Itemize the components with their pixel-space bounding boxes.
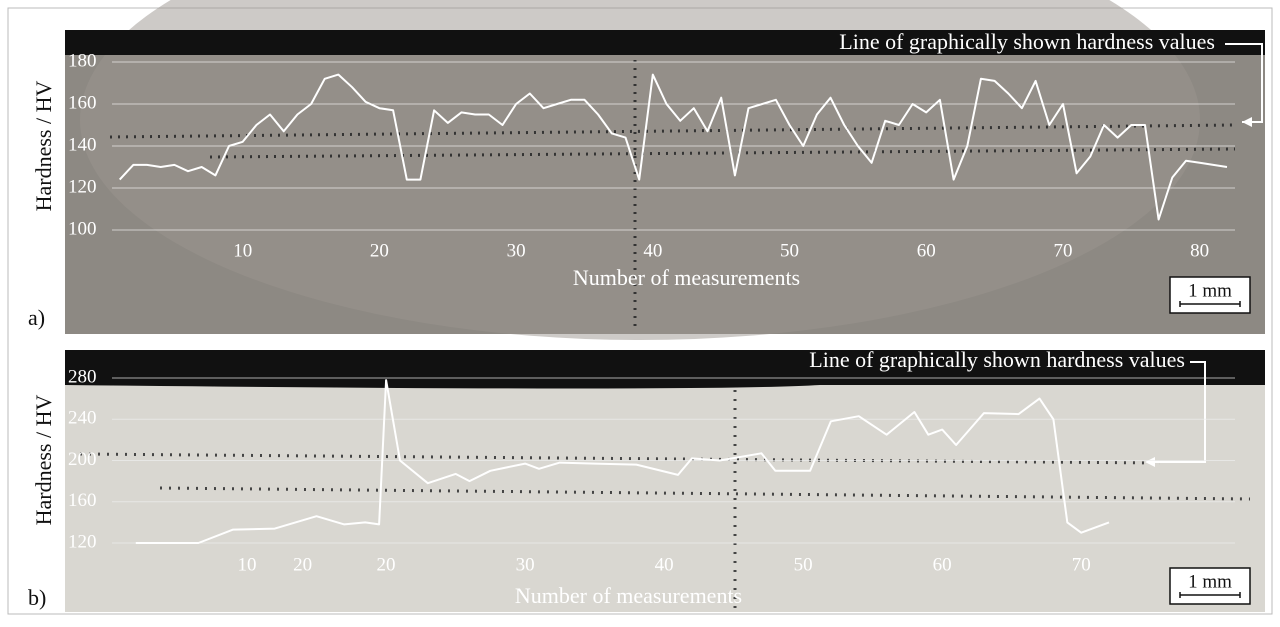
y-tick-label: 240	[68, 408, 97, 429]
dark-band	[65, 350, 1265, 389]
scale-label: 1 mm	[1188, 280, 1232, 301]
arrow-head	[1145, 457, 1155, 467]
panel-label: a)	[28, 305, 45, 330]
x-tick-label: 50	[780, 240, 799, 261]
scale-bar	[1179, 301, 1241, 307]
y-tick-label: 160	[68, 92, 97, 113]
hardness-line	[118, 73, 1228, 221]
hardness-line	[135, 379, 1110, 544]
x-tick-label: 60	[933, 554, 952, 575]
y-tick-label: 160	[68, 490, 97, 511]
x-tick-label: 40	[655, 554, 674, 575]
y-tick-label: 120	[68, 531, 97, 552]
y-tick-label: 200	[68, 449, 97, 470]
scale-box	[1169, 567, 1251, 605]
micrograph-b	[65, 350, 1265, 612]
y-axis-label: Hardness / HV	[31, 81, 56, 212]
y-tick-label: 280	[68, 366, 97, 387]
scale-box	[1169, 276, 1251, 314]
scale-bar	[1179, 592, 1241, 598]
x-tick-label: 70	[1072, 554, 1091, 575]
dark-band	[65, 30, 1265, 55]
x-tick-label: 10	[238, 554, 257, 575]
x-tick-label: 80	[1190, 240, 1209, 261]
x-tick-label: 30	[507, 240, 526, 261]
x-tick-label: 20	[377, 554, 396, 575]
scale-label: 1 mm	[1188, 571, 1232, 592]
x-axis-label: Number of measurements	[515, 583, 742, 608]
x-tick-label: 20	[293, 554, 312, 575]
x-tick-label: 40	[643, 240, 662, 261]
x-tick-label: 10	[233, 240, 252, 261]
y-tick-label: 120	[68, 176, 97, 197]
x-tick-label: 50	[794, 554, 813, 575]
indent-row	[209, 147, 1236, 159]
x-axis-label: Number of measurements	[573, 265, 800, 290]
indent-row	[109, 123, 1236, 139]
indent-row	[159, 486, 1251, 501]
annotation: Line of graphically shown hardness value…	[839, 29, 1215, 54]
panel-label: b)	[28, 585, 46, 610]
arrow-head	[1242, 117, 1252, 127]
x-tick-label: 30	[516, 554, 535, 575]
y-tick-label: 140	[68, 134, 97, 155]
y-axis-label: Hardness / HV	[31, 395, 56, 526]
x-tick-label: 20	[370, 240, 389, 261]
indent-row	[79, 452, 1161, 465]
x-tick-label: 70	[1053, 240, 1072, 261]
y-tick-label: 180	[68, 50, 97, 71]
x-tick-label: 60	[917, 240, 936, 261]
y-tick-label: 100	[68, 218, 97, 239]
annotation-arrow	[1150, 361, 1206, 463]
annotation: Line of graphically shown hardness value…	[809, 347, 1185, 372]
